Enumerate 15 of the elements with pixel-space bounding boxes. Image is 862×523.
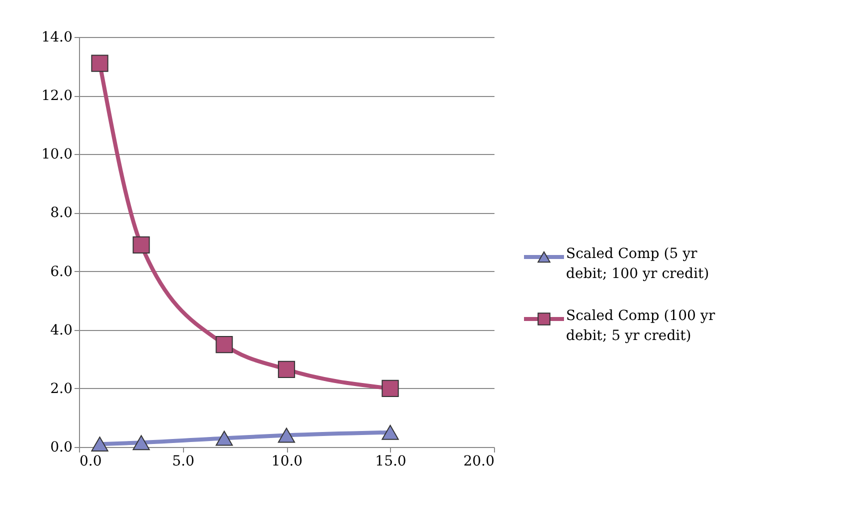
y-tick-label: 8.0 [50,205,72,222]
legend-label: Scaled Comp (100 yr debit; 5 yr credit) [566,308,716,344]
x-tick-label: 15.0 [375,454,406,470]
y-tick-label: 14.0 [41,30,72,46]
x-tick-label: 5.0 [172,454,194,470]
x-tick-label: 10.0 [271,454,303,470]
x-tick-label: 0.0 [80,454,102,470]
y-tick-label: 12.0 [41,88,72,104]
y-tick-label: 6.0 [50,264,72,280]
y-tick-label: 0.0 [50,440,72,456]
y-tick-label: 2.0 [50,380,72,397]
x-tick-label: 20.0 [463,454,494,470]
y-tick-label: 4.0 [50,322,72,338]
legend-label: Scaled Comp (5 yr debit; 100 yr credit) [566,246,710,282]
y-tick-label: 10.0 [41,146,72,163]
